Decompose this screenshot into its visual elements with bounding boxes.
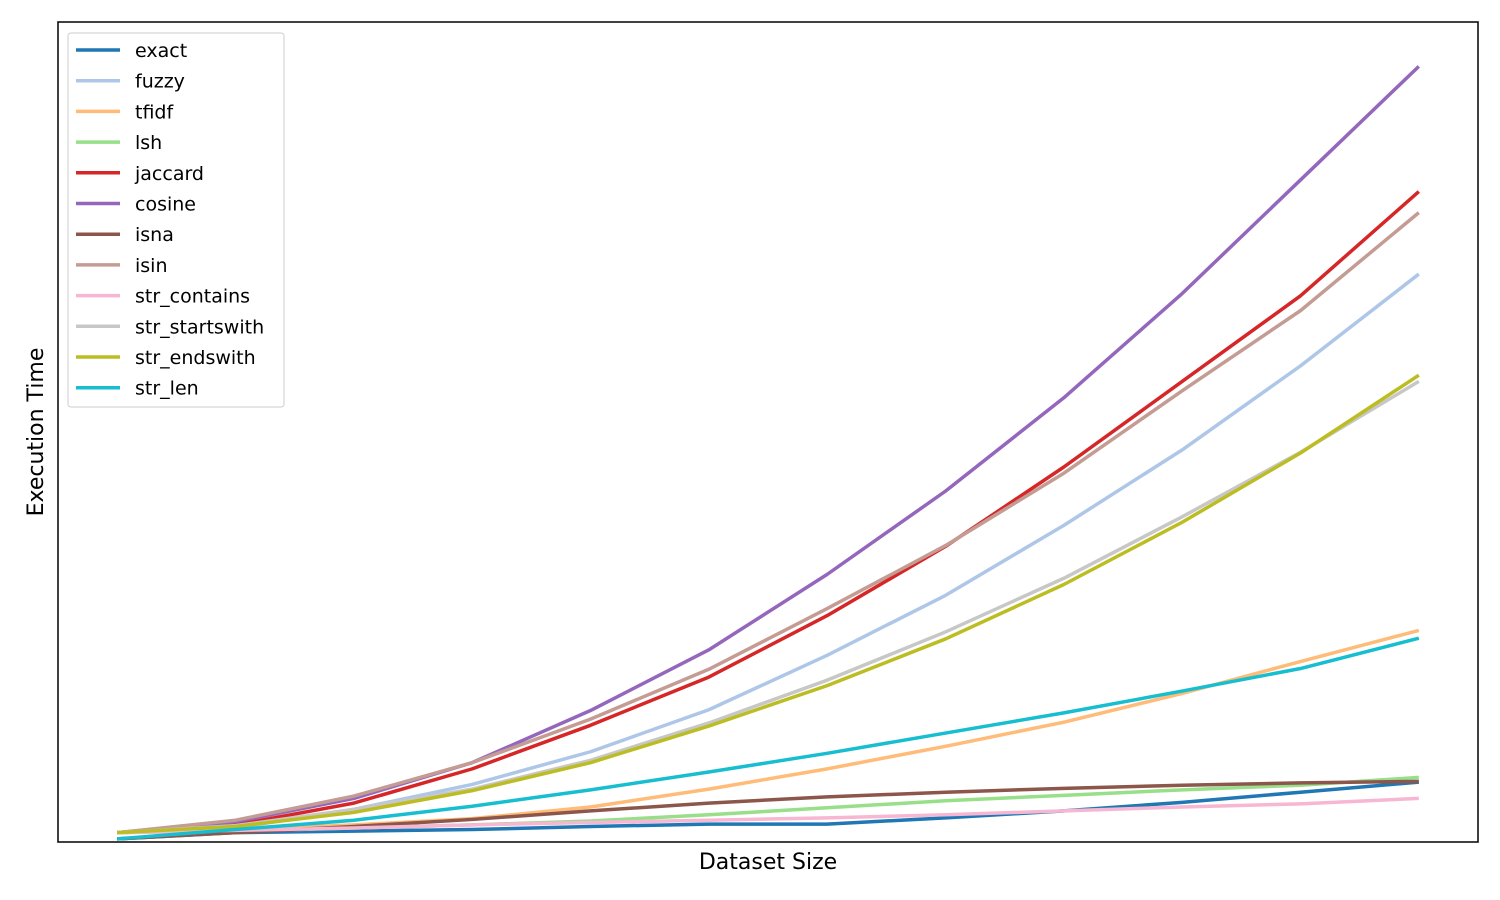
legend-label: fuzzy bbox=[135, 71, 185, 93]
series-line-jaccard bbox=[117, 190, 1420, 835]
legend-label: tfidf bbox=[135, 101, 174, 123]
legend-item-exact: exact bbox=[76, 40, 187, 62]
series-layer bbox=[116, 65, 1421, 841]
x-axis-label: Dataset Size bbox=[699, 850, 837, 875]
legend-item-str-contains: str_contains bbox=[76, 286, 250, 308]
y-axis-label: Execution Time bbox=[24, 348, 49, 517]
legend-item-jaccard: jaccard bbox=[76, 163, 204, 185]
series-line-str-startswith bbox=[117, 379, 1420, 835]
legend-label: cosine bbox=[135, 194, 196, 216]
legend-label: jaccard bbox=[134, 163, 204, 185]
axes-frame bbox=[57, 21, 1479, 843]
series-line-cosine bbox=[117, 65, 1421, 835]
legend-item-str-len: str_len bbox=[76, 378, 199, 400]
series-line-isin bbox=[116, 211, 1420, 835]
legend-item-tfidf: tfidf bbox=[76, 101, 174, 123]
legend-label: exact bbox=[135, 40, 187, 62]
legend-label: str_endswith bbox=[135, 347, 256, 369]
legend-item-cosine: cosine bbox=[76, 194, 196, 216]
legend-item-lsh: lsh bbox=[76, 132, 162, 154]
legend-label: lsh bbox=[135, 132, 162, 154]
legend: exact fuzzy tfidf lsh jaccard cosine isna isin s… bbox=[67, 32, 285, 408]
legend-label: str_len bbox=[135, 378, 199, 400]
series-line-str-contains bbox=[117, 796, 1419, 835]
legend-label: isin bbox=[135, 255, 168, 277]
legend-label: str_startswith bbox=[135, 316, 264, 338]
legend-item-isna: isna bbox=[76, 224, 174, 246]
legend-item-str-endswith: str_endswith bbox=[76, 347, 256, 369]
series-line-exact bbox=[117, 780, 1419, 841]
legend-items: exact fuzzy tfidf lsh jaccard cosine isna isin s… bbox=[76, 40, 264, 400]
legend-label: isna bbox=[135, 224, 174, 246]
series-line-str-endswith bbox=[117, 373, 1420, 835]
legend-item-str-startswith: str_startswith bbox=[76, 316, 264, 338]
legend-item-fuzzy: fuzzy bbox=[76, 71, 185, 93]
series-line-str-len bbox=[117, 636, 1420, 841]
legend-label: str_contains bbox=[135, 286, 250, 308]
legend-item-isin: isin bbox=[76, 255, 168, 277]
plot-area bbox=[57, 21, 1479, 843]
legend-frame bbox=[67, 32, 285, 408]
